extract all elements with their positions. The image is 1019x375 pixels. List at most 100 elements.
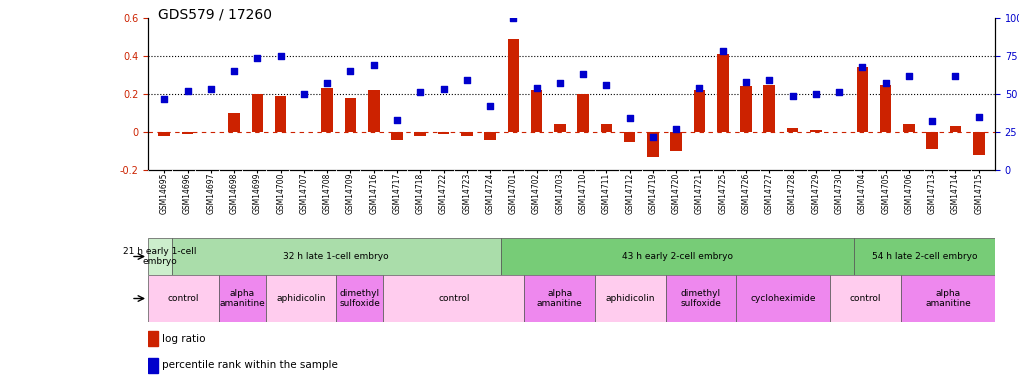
Bar [879, 84, 891, 132]
Point [504, 15, 521, 21]
Bar [484, 132, 495, 140]
Point [459, 77, 475, 83]
Point [481, 103, 497, 109]
Text: control: control [849, 294, 880, 303]
Bar [736, 275, 829, 322]
Bar [148, 275, 218, 322]
Point [551, 80, 568, 86]
Text: dimethyl
sulfoxide: dimethyl sulfoxide [680, 289, 720, 308]
Text: GDS579 / 17260: GDS579 / 17260 [158, 8, 272, 22]
Text: alpha
amanitine: alpha amanitine [536, 289, 582, 308]
Bar [218, 275, 265, 322]
Bar [390, 132, 403, 140]
Text: 54 h late 2-cell embryo: 54 h late 2-cell embryo [871, 252, 976, 261]
Point [947, 73, 963, 79]
Text: alpha
amanitine: alpha amanitine [924, 289, 970, 308]
Bar [786, 128, 798, 132]
Bar [693, 90, 704, 132]
Bar [265, 275, 336, 322]
Point [226, 68, 243, 74]
Bar [336, 275, 383, 322]
Point [575, 71, 591, 77]
Text: percentile rank within the sample: percentile rank within the sample [161, 360, 337, 370]
Point [784, 93, 800, 99]
Point [737, 79, 753, 85]
Point [644, 134, 660, 140]
Bar [252, 94, 263, 132]
Bar [344, 98, 356, 132]
Point [528, 85, 544, 91]
Point [691, 85, 707, 91]
Bar [925, 132, 937, 149]
Bar [669, 132, 682, 151]
Point [435, 87, 451, 93]
Bar [809, 130, 821, 132]
Point [970, 114, 986, 120]
Point [342, 68, 359, 74]
Point [319, 80, 335, 86]
Text: aphidicolin: aphidicolin [276, 294, 325, 303]
Point [388, 117, 405, 123]
Bar [949, 126, 960, 132]
Bar [171, 238, 500, 275]
Point [807, 91, 823, 97]
Bar [158, 132, 170, 136]
Point [365, 62, 381, 68]
Bar [383, 275, 524, 322]
Bar [829, 275, 900, 322]
Text: dimethyl
sulfoxide: dimethyl sulfoxide [339, 289, 380, 308]
Point [598, 82, 614, 88]
Point [923, 118, 940, 124]
Text: 21 h early 1-cell
embryο: 21 h early 1-cell embryο [123, 247, 197, 266]
Text: log ratio: log ratio [161, 333, 205, 344]
Point [621, 116, 637, 122]
Bar [437, 132, 449, 134]
Text: 43 h early 2-cell embryo: 43 h early 2-cell embryo [622, 252, 733, 261]
Bar [665, 275, 736, 322]
Bar [530, 90, 542, 132]
Bar [461, 132, 472, 136]
Point [667, 126, 684, 132]
Bar [507, 39, 519, 132]
Bar [148, 331, 158, 346]
Text: aphidicolin: aphidicolin [605, 294, 654, 303]
Bar [553, 124, 566, 132]
Bar [577, 94, 588, 132]
Text: alpha
amanitine: alpha amanitine [219, 289, 265, 308]
Bar [321, 88, 332, 132]
Bar [274, 96, 286, 132]
Bar [646, 132, 658, 157]
Bar [228, 113, 239, 132]
Bar [500, 238, 853, 275]
Point [900, 73, 916, 79]
Bar [763, 84, 774, 132]
Bar [740, 86, 751, 132]
Bar [148, 238, 171, 275]
Point [156, 96, 172, 102]
Text: cycloheximide: cycloheximide [750, 294, 815, 303]
Point [203, 87, 219, 93]
Bar [624, 132, 635, 141]
Bar [524, 275, 594, 322]
Point [876, 80, 893, 86]
Text: control: control [167, 294, 199, 303]
Bar [972, 132, 983, 155]
Bar [902, 124, 914, 132]
Bar [856, 68, 867, 132]
Bar [594, 275, 665, 322]
Point [714, 48, 731, 54]
Bar [414, 132, 426, 136]
Bar [181, 132, 194, 134]
Point [830, 90, 847, 96]
Text: 32 h late 1-cell embryo: 32 h late 1-cell embryo [283, 252, 388, 261]
Point [412, 90, 428, 96]
Point [760, 77, 776, 83]
Point [853, 64, 869, 70]
Point [272, 53, 288, 59]
Bar [900, 275, 994, 322]
Bar [853, 238, 994, 275]
Point [179, 88, 196, 94]
Point [296, 91, 312, 97]
Text: control: control [438, 294, 469, 303]
Bar [716, 54, 728, 132]
